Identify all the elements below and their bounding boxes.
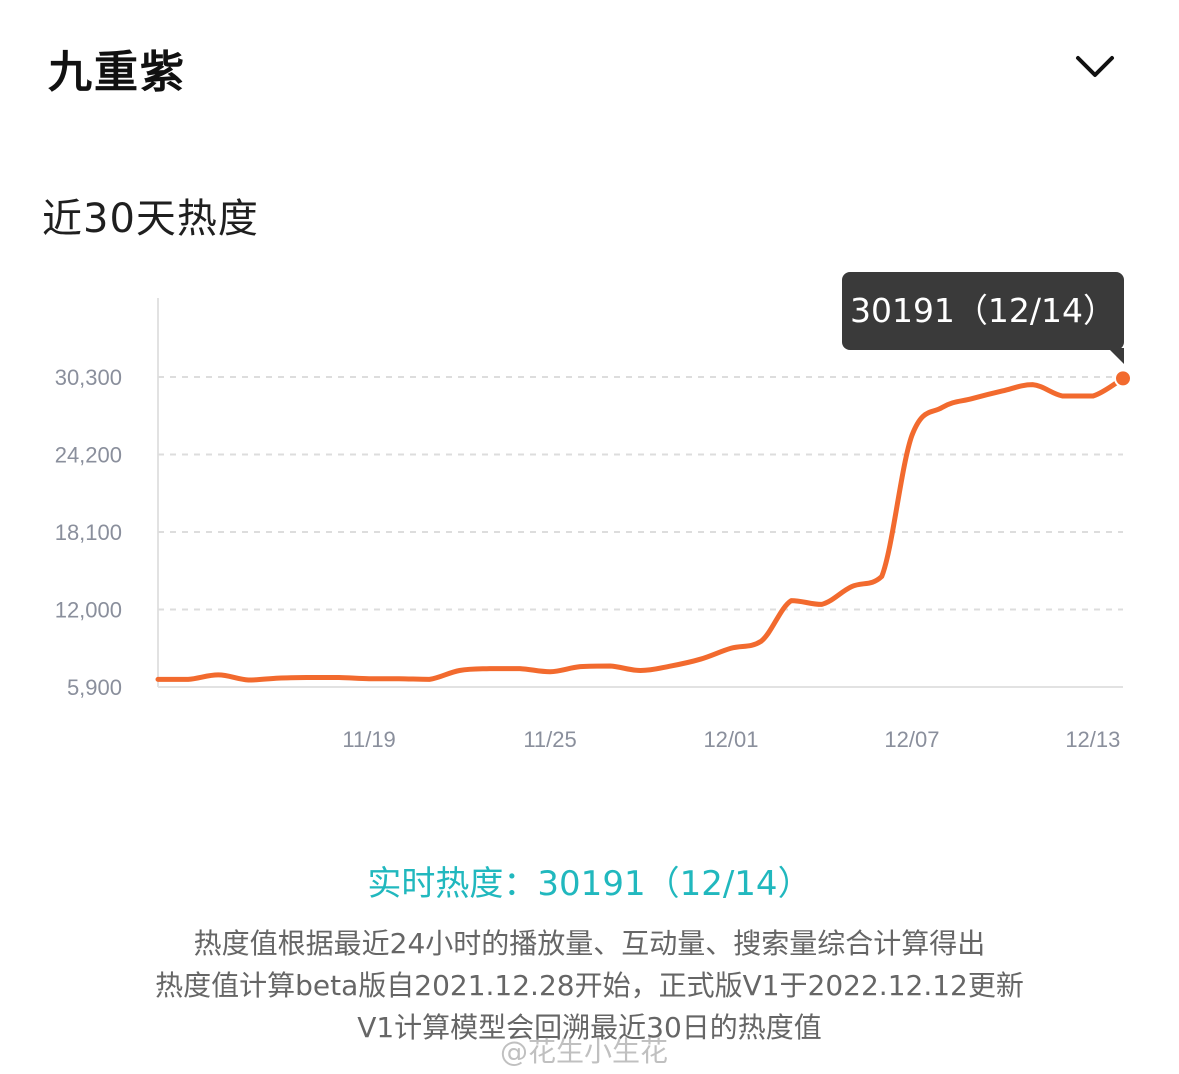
page-title: 九重紫 [48, 47, 186, 98]
heat-series-line [155, 375, 1126, 683]
section-title: 近30天热度 [42, 196, 259, 242]
value-tooltip: 30191（12/14） [842, 272, 1124, 350]
x-tick-label: 12/13 [1065, 727, 1120, 752]
watermark: @花生小生花 [500, 1035, 669, 1068]
heat-line-chart: 30,300 24,200 18,100 12,000 5,900 11/19 11/25 1… [55, 298, 1132, 752]
tooltip-arrow [1108, 348, 1124, 364]
y-tick-label: 18,100 [55, 520, 122, 545]
description-line-1: 热度值根据最近24小时的播放量、互动量、搜索量综合计算得出 [193, 927, 986, 960]
description-line-3: V1计算模型会回溯最近30日的热度值 [357, 1011, 822, 1044]
highlight-point [1114, 369, 1132, 388]
chevron-down-icon[interactable] [1072, 46, 1118, 86]
description-line-2: 热度值计算beta版自2021.12.28开始，正式版V1于2022.12.12… [155, 969, 1024, 1002]
y-tick-label: 12,000 [55, 598, 122, 623]
x-tick-label: 11/19 [342, 727, 395, 752]
y-tick-label: 30,300 [55, 365, 122, 390]
x-tick-label: 12/01 [703, 727, 758, 752]
realtime-heat: 实时热度：30191（12/14） [367, 864, 812, 904]
x-tick-label: 11/25 [523, 727, 576, 752]
y-tick-label: 24,200 [55, 443, 122, 468]
x-tick-label: 12/07 [884, 727, 939, 752]
y-tick-label: 5,900 [67, 675, 122, 700]
